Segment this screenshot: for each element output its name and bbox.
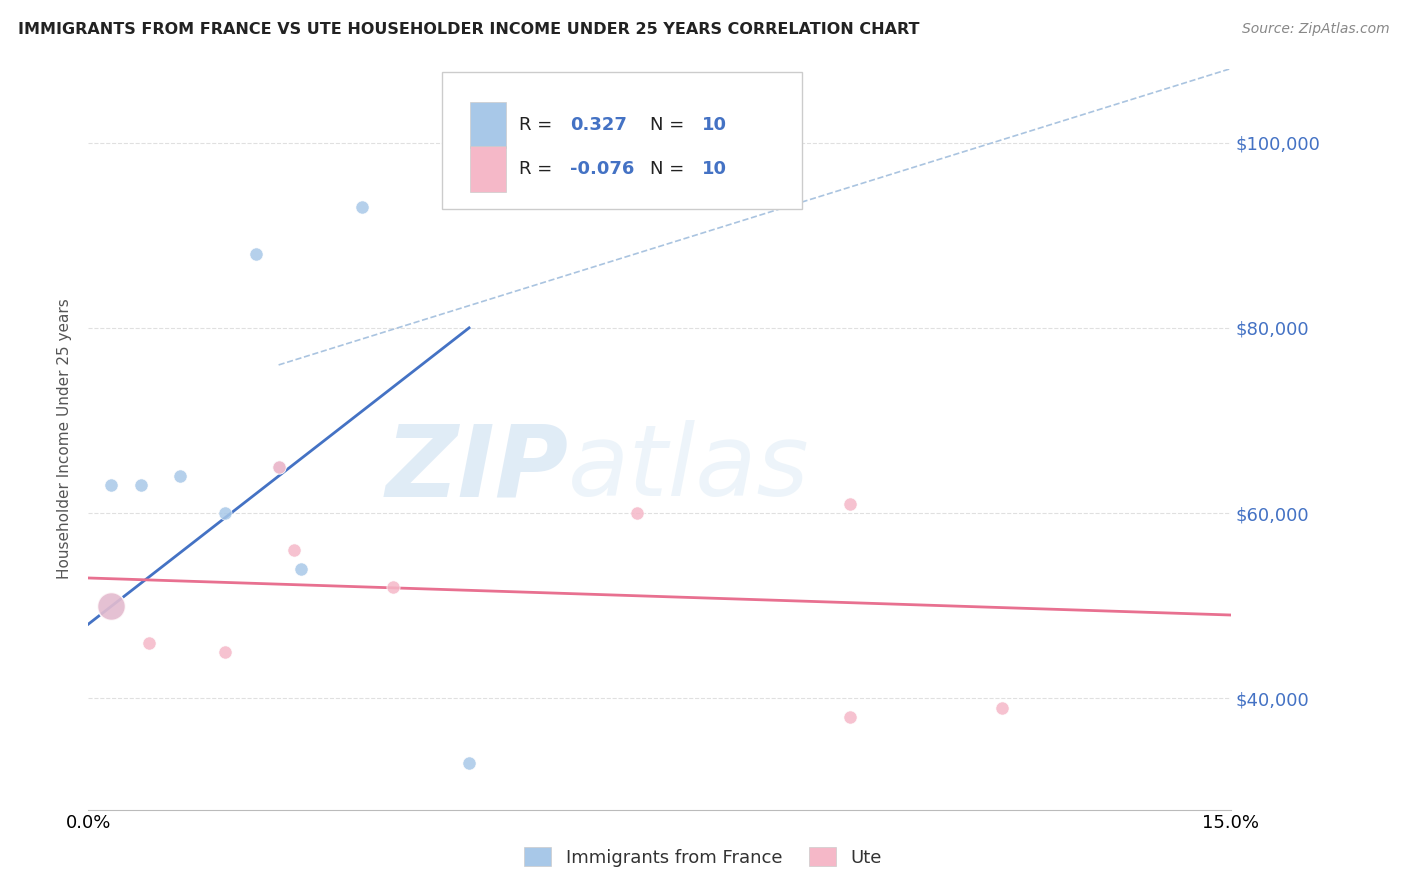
Point xyxy=(245,247,267,261)
Y-axis label: Householder Income Under 25 years: Householder Income Under 25 years xyxy=(58,299,72,580)
FancyBboxPatch shape xyxy=(470,146,506,193)
Point xyxy=(169,469,191,483)
Point xyxy=(100,599,122,613)
Point xyxy=(839,710,862,724)
Point xyxy=(138,636,160,650)
Text: 10: 10 xyxy=(702,116,727,134)
Point xyxy=(991,700,1014,714)
Text: -0.076: -0.076 xyxy=(571,161,634,178)
Point xyxy=(131,478,153,492)
Text: N =: N = xyxy=(651,116,685,134)
FancyBboxPatch shape xyxy=(443,72,803,210)
Text: ZIP: ZIP xyxy=(385,420,568,517)
Point xyxy=(214,645,236,659)
Point xyxy=(381,580,404,594)
Text: N =: N = xyxy=(651,161,685,178)
Text: Source: ZipAtlas.com: Source: ZipAtlas.com xyxy=(1241,22,1389,37)
Point xyxy=(290,562,312,576)
Point xyxy=(100,478,122,492)
Point xyxy=(352,201,374,215)
Point xyxy=(458,756,481,771)
Point xyxy=(626,506,648,520)
Text: atlas: atlas xyxy=(568,420,810,517)
Legend: Immigrants from France, Ute: Immigrants from France, Ute xyxy=(517,840,889,874)
FancyBboxPatch shape xyxy=(470,103,506,148)
Text: IMMIGRANTS FROM FRANCE VS UTE HOUSEHOLDER INCOME UNDER 25 YEARS CORRELATION CHAR: IMMIGRANTS FROM FRANCE VS UTE HOUSEHOLDE… xyxy=(18,22,920,37)
Text: R =: R = xyxy=(519,116,553,134)
Point xyxy=(100,599,122,613)
Point xyxy=(283,543,305,558)
Text: 0.327: 0.327 xyxy=(571,116,627,134)
Point xyxy=(267,459,290,474)
Point xyxy=(839,497,862,511)
Point xyxy=(267,459,290,474)
Text: 10: 10 xyxy=(702,161,727,178)
Point xyxy=(214,506,236,520)
Text: R =: R = xyxy=(519,161,553,178)
